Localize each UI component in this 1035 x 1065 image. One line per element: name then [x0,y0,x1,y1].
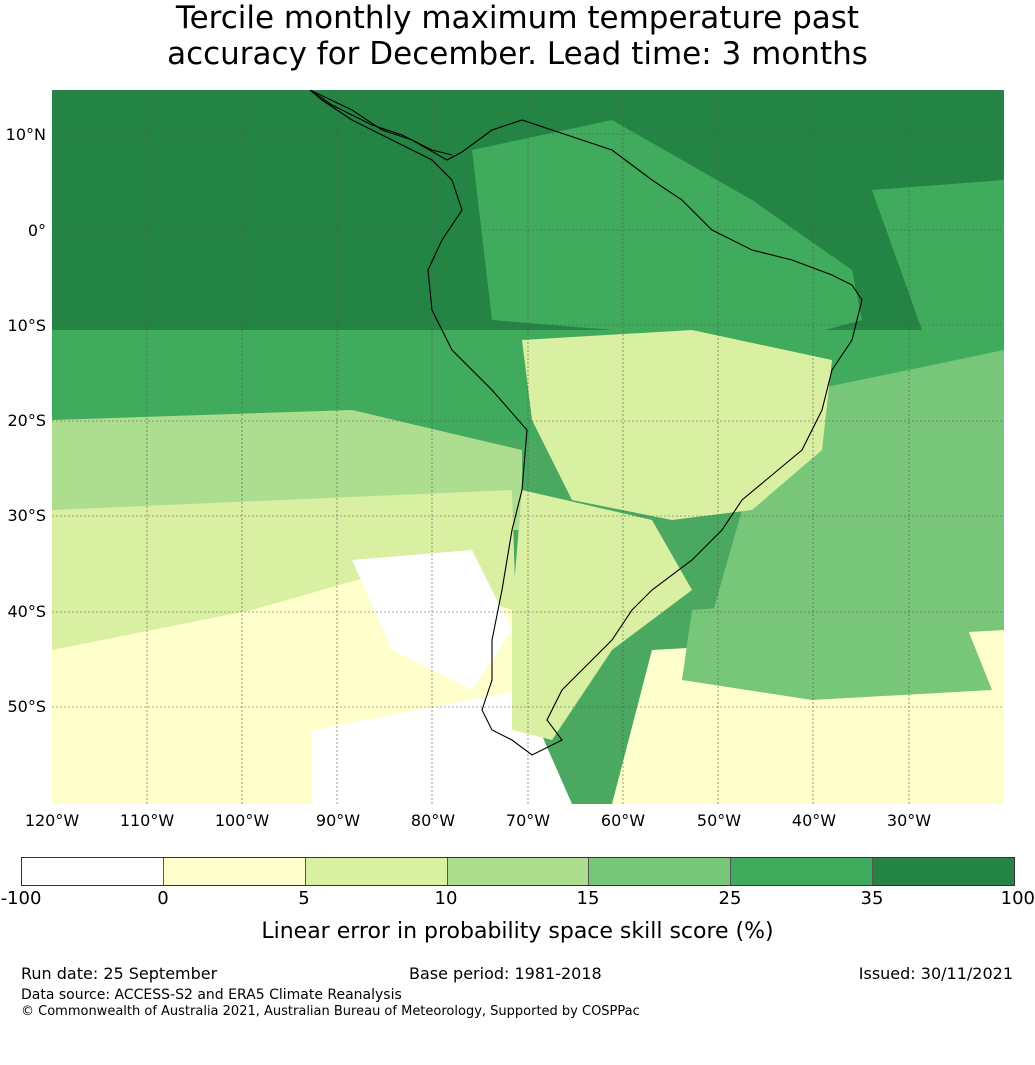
chart-title: Tercile monthly maximum temperature past… [0,0,1035,72]
coastline-central-america [309,90,453,156]
title-line-1: Tercile monthly maximum temperature past [175,0,860,36]
lon-label-30w: 30°W [886,811,932,830]
colorbar-segment-0-5 [163,858,306,885]
colorbar-segment-neg100-0 [22,858,164,885]
colorbar-tick-0: 0 [157,888,169,909]
zone-continent-north [472,120,862,350]
zone-atlantic-east [872,180,1004,340]
lon-label-90w: 90°W [315,811,361,830]
lon-label-100w: 100°W [214,811,270,830]
colorbar-label: Linear error in probability space skill … [261,919,774,944]
colorbar-segment-10-15 [447,858,590,885]
issued-date: Issued: 30/11/2021 [858,964,1013,983]
colorbar-tick-25: 25 [718,888,742,909]
lon-label-50w: 50°W [696,811,742,830]
gridlines [52,90,1004,804]
zone-south-atlantic-green [682,590,992,700]
zone-white-patch-2 [312,690,572,804]
run-date: Run date: 25 September [21,964,218,983]
zone-continent-interior [522,330,832,520]
map-canvas [52,90,1004,804]
lon-label-70w: 70°W [505,811,551,830]
lat-label-0: 0° [27,221,46,240]
lat-label-40s: 40°S [7,602,46,621]
lon-label-60w: 60°W [600,811,646,830]
copyright: © Commonwealth of Australia 2021, Austra… [21,1004,640,1019]
lat-label-50s: 50°S [7,697,46,716]
colorbar-tick-35: 35 [860,888,884,909]
lon-label-80w: 80°W [410,811,456,830]
zone-continent-south [512,490,692,740]
colorbar-tick-100: 100 [1000,888,1035,909]
lon-label-40w: 40°W [791,811,837,830]
skill-score-map [52,90,1004,804]
colorbar-segment-15-25 [589,858,732,885]
data-source: Data source: ACCESS-S2 and ERA5 Climate … [21,987,402,1003]
colorbar-tick-15: 15 [576,888,600,909]
colorbar-tick-neg100: -100 [0,888,42,909]
base-period: Base period: 1981-2018 [409,964,602,983]
colorbar-segment-25-35 [731,858,874,885]
lat-label-30s: 30°S [7,506,46,525]
lon-label-110w: 110°W [119,811,175,830]
colorbar [21,857,1015,886]
lat-label-20s: 20°S [7,411,46,430]
zone-atlantic-south [702,350,1004,650]
coastline-south-america [309,90,863,756]
colorbar-tick-10: 10 [434,888,458,909]
colorbar-segment-5-10 [305,858,448,885]
lon-label-120w: 120°W [24,811,80,830]
colorbar-segment-35-100 [873,858,1015,885]
colorbar-tick-5: 5 [298,888,310,909]
lat-label-10s: 10°S [7,316,46,335]
title-line-2: accuracy for December. Lead time: 3 mont… [167,36,868,72]
lat-label-10n: 10°N [5,125,46,144]
